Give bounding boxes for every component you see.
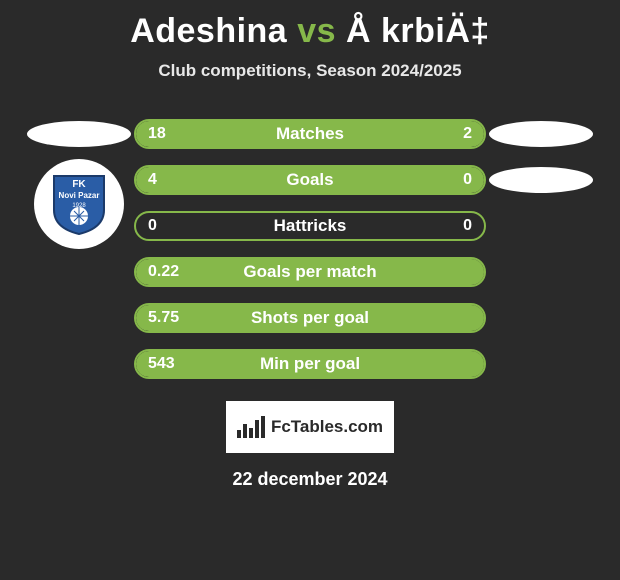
stat-row: 0.22 Goals per match: [0, 249, 620, 295]
placeholder-logo-icon: [27, 121, 131, 147]
chart-icon: [237, 416, 265, 438]
stat-row: 543 Min per goal: [0, 341, 620, 387]
logo-year: 1928: [72, 203, 86, 209]
logo-name: Novi Pazar: [59, 191, 100, 200]
stat-left-value: 0: [148, 217, 157, 235]
title: Adeshina vs Å krbiÄ‡: [0, 12, 620, 51]
bar-fill-left: [136, 259, 484, 285]
player1-name: Adeshina: [130, 12, 287, 50]
stats-block: 18 Matches 2 FK Novi Pazar 1928: [0, 111, 620, 387]
bar-fill-right: [397, 121, 484, 147]
stat-bar: 543 Min per goal: [134, 349, 486, 379]
bar-fill-right: [449, 167, 484, 193]
stat-row: 5.75 Shots per goal: [0, 295, 620, 341]
shield-icon: FK Novi Pazar 1928: [50, 172, 108, 236]
logo-fk: FK: [72, 179, 86, 190]
stat-row: 18 Matches 2: [0, 111, 620, 157]
stat-bar: 0 Hattricks 0: [134, 211, 486, 241]
stat-bar: 5.75 Shots per goal: [134, 303, 486, 333]
bar-fill-left: [136, 305, 484, 331]
stat-bar: 0.22 Goals per match: [134, 257, 486, 287]
right-side: [486, 167, 596, 193]
placeholder-logo-icon: [489, 121, 593, 147]
date-text: 22 december 2024: [0, 469, 620, 490]
comparison-card: Adeshina vs Å krbiÄ‡ Club competitions, …: [0, 0, 620, 490]
bar-fill-left: [136, 167, 449, 193]
team-logo: FK Novi Pazar 1928: [34, 159, 124, 249]
right-side: [486, 121, 596, 147]
left-side: FK Novi Pazar 1928: [24, 159, 134, 249]
vs-text: vs: [297, 12, 336, 50]
stat-bar: 4 Goals 0: [134, 165, 486, 195]
stat-row: FK Novi Pazar 1928 4 Goals 0: [0, 157, 620, 203]
subtitle: Club competitions, Season 2024/2025: [0, 61, 620, 81]
stat-right-value: 0: [463, 217, 472, 235]
brand-text: FcTables.com: [271, 417, 383, 437]
left-side: [24, 121, 134, 147]
brand-link[interactable]: FcTables.com: [226, 401, 394, 453]
bar-fill-left: [136, 351, 484, 377]
stat-bar: 18 Matches 2: [134, 119, 486, 149]
stat-label: Hattricks: [136, 216, 484, 236]
bar-fill-left: [136, 121, 397, 147]
player2-name: Å krbiÄ‡: [346, 12, 490, 50]
placeholder-logo-icon: [489, 167, 593, 193]
